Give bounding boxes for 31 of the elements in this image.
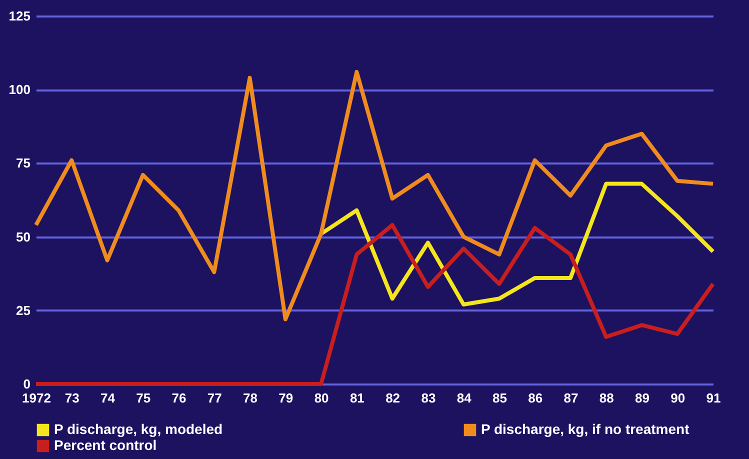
x-tick-label: 85 [492, 390, 507, 406]
x-tick-label: 79 [278, 390, 294, 406]
x-tick-label: 86 [528, 390, 543, 406]
x-tick-label: 76 [172, 390, 186, 406]
x-tick-label: 73 [64, 390, 80, 406]
x-tick-label: 77 [207, 390, 222, 406]
x-tick-label: 80 [314, 390, 329, 406]
y-tick-label: 75 [16, 156, 30, 171]
legend-label: P discharge, kg, if no treatment [481, 421, 690, 437]
line-series [34, 223, 715, 386]
x-tick-label: 75 [136, 390, 151, 406]
legend-label: Percent control [54, 437, 157, 453]
y-tick-label: 25 [16, 302, 30, 318]
x-tick-label: 78 [243, 390, 258, 406]
x-tick-label: 74 [100, 390, 116, 406]
x-tick-label: 89 [635, 390, 650, 406]
y-tick-label: 100 [8, 82, 30, 98]
x-tick-label: 1972 [22, 390, 51, 406]
x-tick-label: 87 [564, 390, 578, 406]
legend-label: P discharge, kg, modeled [54, 421, 223, 437]
y-tick-label: 125 [8, 8, 30, 24]
y-tick-label: 50 [16, 229, 30, 244]
x-tick-label: 83 [421, 390, 436, 406]
x-tick-label: 90 [670, 390, 686, 406]
x-tick-label: 82 [386, 390, 400, 406]
y-tick-label: 0 [23, 376, 30, 392]
x-tick-label: 84 [456, 390, 472, 406]
line-series [34, 70, 715, 322]
x-tick-label: 91 [706, 390, 721, 406]
x-tick-label: 81 [350, 390, 364, 406]
x-tick-label: 88 [599, 390, 614, 406]
